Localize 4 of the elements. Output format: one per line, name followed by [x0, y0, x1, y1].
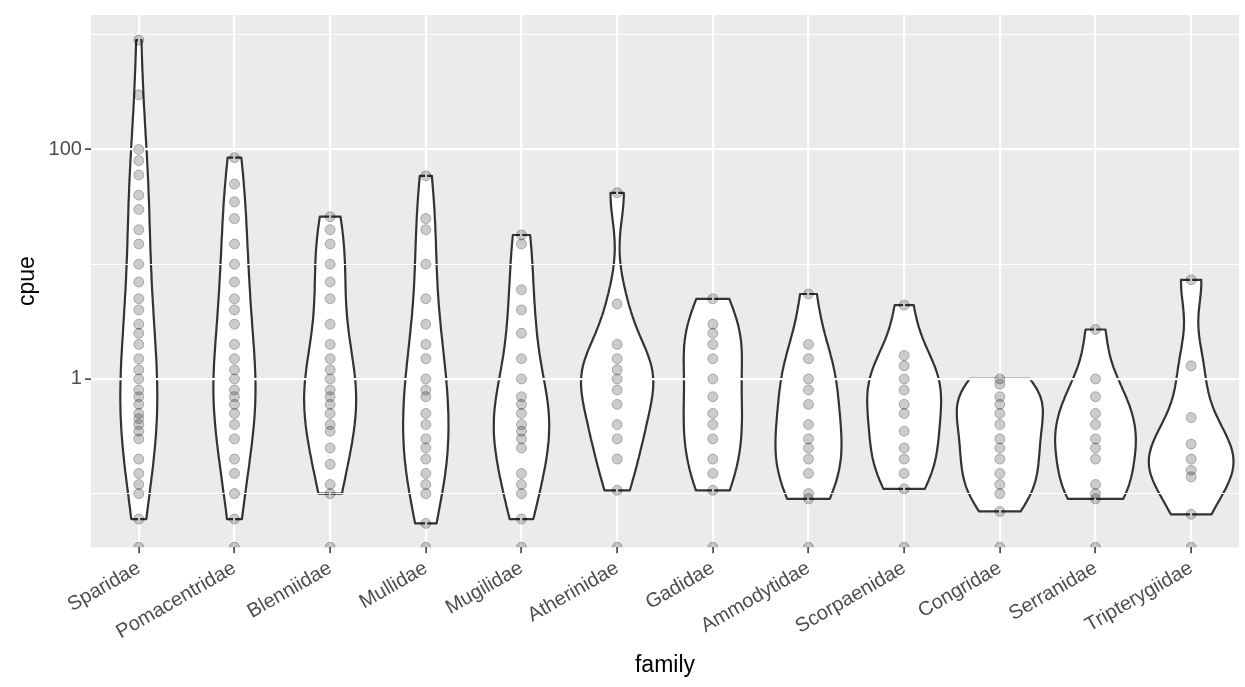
y-tick-label: 1 — [70, 366, 82, 389]
x-axis-title: family — [634, 650, 696, 677]
y-tick-label: 100 — [48, 137, 82, 160]
y-axis-title: cpue — [13, 256, 40, 307]
